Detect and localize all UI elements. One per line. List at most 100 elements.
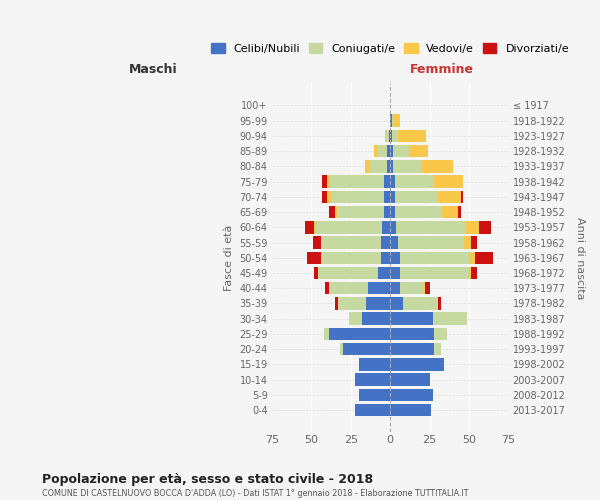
- Bar: [384, 176, 390, 188]
- Bar: [335, 206, 337, 218]
- Bar: [403, 297, 437, 310]
- Bar: [367, 297, 390, 310]
- Bar: [390, 145, 394, 158]
- Text: Popolazione per età, sesso e stato civile - 2018: Popolazione per età, sesso e stato civil…: [42, 472, 373, 486]
- Text: Femmine: Femmine: [410, 64, 474, 76]
- Bar: [370, 160, 387, 172]
- Bar: [321, 236, 380, 249]
- Bar: [329, 282, 368, 294]
- Bar: [400, 252, 469, 264]
- Bar: [387, 160, 390, 172]
- Bar: [395, 190, 437, 203]
- Text: Maschi: Maschi: [129, 64, 178, 76]
- Bar: [377, 267, 390, 280]
- Bar: [464, 236, 470, 249]
- Bar: [469, 252, 475, 264]
- Bar: [343, 343, 390, 355]
- Bar: [390, 358, 444, 370]
- Bar: [390, 374, 430, 386]
- Bar: [434, 176, 463, 188]
- Bar: [390, 130, 392, 142]
- Bar: [307, 252, 321, 264]
- Y-axis label: Fasce di età: Fasce di età: [224, 224, 234, 291]
- Bar: [380, 252, 390, 264]
- Bar: [397, 221, 466, 234]
- Bar: [390, 252, 400, 264]
- Bar: [400, 267, 469, 280]
- Bar: [390, 190, 395, 203]
- Bar: [470, 267, 477, 280]
- Bar: [314, 221, 316, 234]
- Bar: [437, 190, 461, 203]
- Bar: [317, 267, 377, 280]
- Bar: [314, 267, 317, 280]
- Bar: [470, 236, 477, 249]
- Bar: [390, 343, 434, 355]
- Bar: [359, 358, 390, 370]
- Bar: [355, 374, 390, 386]
- Y-axis label: Anni di nascita: Anni di nascita: [575, 216, 585, 299]
- Bar: [390, 236, 398, 249]
- Bar: [321, 252, 380, 264]
- Bar: [359, 388, 390, 401]
- Bar: [392, 114, 394, 127]
- Bar: [390, 114, 392, 127]
- Bar: [387, 145, 390, 158]
- Bar: [479, 221, 491, 234]
- Bar: [329, 328, 390, 340]
- Bar: [442, 206, 458, 218]
- Bar: [374, 145, 377, 158]
- Bar: [390, 388, 433, 401]
- Bar: [389, 130, 390, 142]
- Bar: [327, 176, 330, 188]
- Bar: [385, 130, 389, 142]
- Bar: [390, 282, 400, 294]
- Bar: [390, 328, 434, 340]
- Bar: [327, 190, 332, 203]
- Bar: [368, 282, 390, 294]
- Bar: [316, 221, 382, 234]
- Bar: [337, 206, 384, 218]
- Bar: [409, 145, 428, 158]
- Bar: [458, 206, 461, 218]
- Bar: [433, 312, 467, 325]
- Bar: [425, 282, 430, 294]
- Bar: [390, 297, 403, 310]
- Bar: [322, 190, 327, 203]
- Bar: [469, 267, 470, 280]
- Bar: [330, 176, 384, 188]
- Bar: [362, 312, 390, 325]
- Text: COMUNE DI CASTELNUOVO BOCCA D'ADDA (LO) - Dati ISTAT 1° gennaio 2018 - Elaborazi: COMUNE DI CASTELNUOVO BOCCA D'ADDA (LO) …: [42, 489, 469, 498]
- Bar: [325, 282, 329, 294]
- Bar: [394, 114, 400, 127]
- Bar: [382, 221, 390, 234]
- Bar: [398, 236, 464, 249]
- Bar: [340, 343, 343, 355]
- Bar: [355, 404, 390, 416]
- Bar: [395, 206, 442, 218]
- Bar: [466, 221, 479, 234]
- Bar: [392, 130, 398, 142]
- Bar: [329, 206, 335, 218]
- Bar: [475, 252, 493, 264]
- Bar: [424, 282, 425, 294]
- Bar: [349, 312, 362, 325]
- Bar: [324, 328, 329, 340]
- Bar: [313, 236, 321, 249]
- Bar: [434, 328, 447, 340]
- Bar: [305, 221, 314, 234]
- Bar: [395, 176, 434, 188]
- Bar: [398, 130, 427, 142]
- Bar: [390, 176, 395, 188]
- Bar: [434, 343, 440, 355]
- Bar: [390, 160, 394, 172]
- Bar: [322, 176, 327, 188]
- Bar: [384, 206, 390, 218]
- Legend: Celibi/Nubili, Coniugati/e, Vedovi/e, Divorziati/e: Celibi/Nubili, Coniugati/e, Vedovi/e, Di…: [208, 40, 572, 58]
- Bar: [390, 221, 397, 234]
- Bar: [380, 236, 390, 249]
- Bar: [377, 145, 387, 158]
- Bar: [400, 282, 424, 294]
- Bar: [390, 404, 431, 416]
- Bar: [461, 190, 463, 203]
